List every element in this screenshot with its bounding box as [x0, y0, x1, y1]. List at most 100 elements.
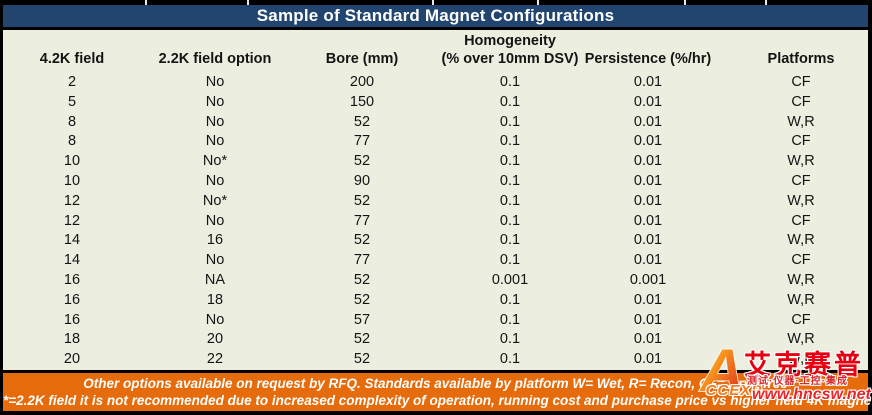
table-cell: No	[205, 172, 225, 189]
page-title: Sample of Standard Magnet Configurations	[256, 6, 615, 25]
watermark-website-url: www.hncsw.net	[752, 386, 871, 403]
table-cell: 0.01	[633, 212, 663, 229]
table-row: 10 No* 52 0.1 0.01 W,R	[3, 152, 868, 172]
table-cell: W,R	[787, 153, 815, 170]
table-cell: 0.1	[499, 74, 521, 90]
table-row: 16 NA 52 0.001 0.001 W,R	[3, 271, 868, 291]
table-row: 16 No 57 0.1 0.01 CF	[3, 311, 868, 331]
table-cell: 0.01	[633, 113, 663, 130]
table-cell: 0.01	[633, 133, 663, 150]
table-cell: W,R	[787, 291, 815, 308]
table-cell: 0.1	[499, 351, 521, 368]
table-cell: 2	[67, 74, 77, 90]
table-cell: 0.1	[499, 232, 521, 249]
table-cell: 150	[349, 93, 375, 110]
table-cell: No	[205, 133, 225, 150]
table-row: 8 No 52 0.1 0.01 W,R	[3, 113, 868, 133]
table-cell: 52	[353, 271, 371, 288]
table-cell: CF	[791, 252, 811, 269]
watermark-tagline: 测试·仪器·工控·集成	[747, 376, 848, 387]
table-cell: No*	[202, 153, 228, 170]
column-divider-tick	[145, 0, 147, 5]
table-cell: No	[205, 252, 225, 269]
table-cell: 0.1	[499, 331, 521, 348]
table-cell: 12	[63, 212, 81, 229]
table-cell: W,R	[787, 331, 815, 348]
table-cell: No	[205, 93, 225, 110]
table-cell: 22	[206, 351, 224, 368]
table-cell: 0.01	[633, 252, 663, 269]
table-cell: 14	[63, 232, 81, 249]
table-cell: 0.01	[633, 331, 663, 348]
table-cell: W,R	[787, 192, 815, 209]
table-cell: 16	[63, 311, 81, 328]
table-row: 5 No 150 0.1 0.01 CF	[3, 93, 868, 113]
table-cell: W,R	[787, 113, 815, 130]
table-cell: 0.01	[633, 311, 663, 328]
table-cell: W,R	[787, 271, 815, 288]
footer-line-2: *=2.2K field it is not recommended due t…	[3, 393, 872, 408]
table-row: 2 No 200 0.1 0.01 CF	[3, 73, 868, 93]
footer-line-1: Other options available on request by RF…	[83, 376, 788, 391]
table-cell: 8	[67, 133, 77, 150]
table-row: 18 20 52 0.1 0.01 W,R	[3, 330, 868, 350]
header-22k-option: 2.2K field option	[158, 51, 272, 67]
table-cell: 0.01	[633, 232, 663, 249]
table-cell: 0.01	[633, 74, 663, 90]
table-cell: NA	[204, 271, 226, 288]
table-cell: 0.1	[499, 212, 521, 229]
table-row: 20 22 52 0.1 0.01 W,R	[3, 350, 868, 370]
column-divider-tick	[537, 0, 539, 5]
table-cell: 16	[63, 271, 81, 288]
table-cell: 20	[63, 351, 81, 368]
table-row: 8 No 77 0.1 0.01 CF	[3, 132, 868, 152]
footer-notes: Other options available on request by RF…	[3, 373, 872, 411]
table-row: 14 16 52 0.1 0.01 W,R	[3, 231, 868, 251]
table-row: 10 No 90 0.1 0.01 CF	[3, 172, 868, 192]
table-cell: 0.01	[633, 291, 663, 308]
table-cell: 0.001	[491, 271, 529, 288]
table-cell: 20	[206, 331, 224, 348]
table-cell: 52	[353, 113, 371, 130]
table-cell: No*	[202, 192, 228, 209]
table-cell: 12	[63, 192, 81, 209]
table-cell: 10	[63, 153, 81, 170]
watermark-brand-name: 艾克赛普	[744, 350, 864, 380]
table-cell: CF	[791, 311, 811, 328]
table-cell: 0.1	[499, 192, 521, 209]
table-rows: 2 No 200 0.1 0.01 CF 5 No 150 0.1 0.01 CF 8 No 52 0.1 0.…	[3, 73, 868, 370]
table-cell: 16	[63, 291, 81, 308]
table-header: Homogeneity 4.2K field 2.2K field option…	[3, 30, 868, 73]
header-homogeneity: Homogeneity	[464, 33, 556, 49]
ccexp-wordmark: CCEXP	[705, 382, 763, 399]
table-cell: 0.001	[629, 271, 667, 288]
table-row: 12 No 77 0.1 0.01 CF	[3, 212, 868, 232]
table-cell: 77	[353, 212, 371, 229]
header-bore: Bore (mm)	[325, 51, 399, 67]
table-cell: No	[205, 311, 225, 328]
table-cell: 5	[67, 93, 77, 110]
table-cell: 0.1	[499, 133, 521, 150]
table-cell: 52	[353, 232, 371, 249]
table-cell: 52	[353, 153, 371, 170]
table-cell: 0.01	[633, 351, 663, 368]
table-cell: 0.01	[633, 93, 663, 110]
header-platforms: Platforms	[767, 51, 835, 67]
table-cell: 90	[353, 172, 371, 189]
table-cell: 0.01	[633, 153, 663, 170]
table-cell: W,R	[787, 351, 815, 368]
table-cell: 18	[206, 291, 224, 308]
title-bar: Sample of Standard Magnet Configurations	[3, 5, 868, 27]
column-divider-tick	[432, 0, 434, 5]
table-row: 14 No 77 0.1 0.01 CF	[3, 251, 868, 271]
table-row: 12 No* 52 0.1 0.01 W,R	[3, 192, 868, 212]
table-cell: No	[205, 74, 225, 90]
table-cell: 77	[353, 252, 371, 269]
table-cell: 0.1	[499, 252, 521, 269]
table-cell: W,R	[787, 232, 815, 249]
table-cell: 10	[63, 172, 81, 189]
table-cell: CF	[791, 93, 811, 110]
table-cell: 52	[353, 331, 371, 348]
logo-letter-a: A	[698, 337, 743, 401]
